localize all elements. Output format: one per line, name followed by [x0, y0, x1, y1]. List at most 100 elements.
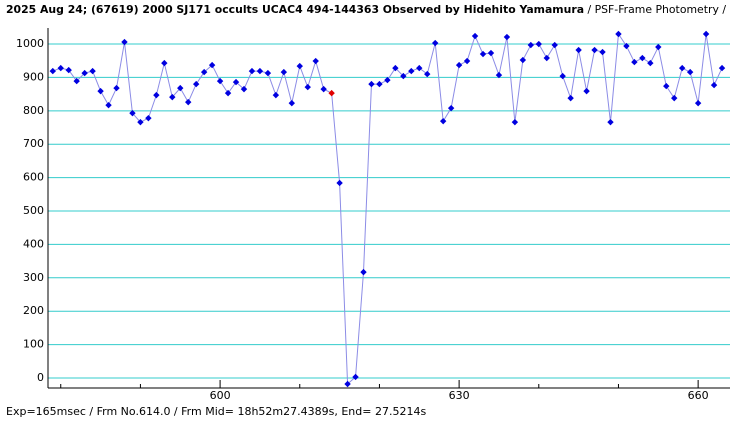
data-point	[344, 380, 351, 388]
data-point	[81, 69, 88, 77]
data-point	[216, 77, 224, 85]
data-point	[224, 89, 232, 97]
data-point	[232, 78, 240, 86]
y-tick-label: 900	[23, 70, 44, 83]
data-point	[424, 70, 431, 78]
data-point	[583, 87, 590, 95]
data-point	[400, 72, 407, 80]
data-point	[384, 76, 391, 84]
data-point	[256, 67, 264, 75]
data-point	[105, 101, 112, 109]
data-point	[368, 80, 375, 88]
data-point	[623, 42, 630, 50]
data-point	[208, 61, 216, 69]
data-point	[57, 64, 64, 72]
data-point	[615, 30, 622, 38]
y-tick-label: 1000	[16, 37, 44, 50]
title-line: 2025 Aug 24; (67619) 2000 SJ171 occults …	[6, 3, 726, 16]
data-point	[455, 61, 463, 69]
data-point	[113, 84, 120, 92]
y-tick-label: 800	[23, 104, 44, 117]
chart-subtitle: / PSF-Frame Photometry /	[587, 3, 726, 16]
data-point	[432, 39, 439, 47]
data-point	[479, 50, 487, 58]
data-point	[559, 72, 566, 80]
data-point	[686, 68, 694, 76]
data-point	[710, 81, 718, 89]
data-point	[543, 54, 550, 62]
data-point	[463, 57, 471, 65]
data-point	[65, 66, 72, 74]
data-point	[304, 83, 311, 91]
data-point	[169, 93, 176, 101]
data-point	[527, 41, 535, 49]
data-point	[49, 67, 56, 75]
data-point	[161, 59, 168, 67]
data-point	[137, 118, 144, 126]
data-point	[200, 68, 208, 76]
data-point	[511, 118, 519, 126]
data-point	[503, 33, 511, 41]
data-point	[97, 87, 104, 95]
data-point	[121, 38, 128, 46]
data-point	[272, 91, 280, 99]
data-point	[192, 80, 200, 88]
data-point	[694, 99, 702, 107]
data-point	[264, 69, 272, 77]
data-point	[89, 67, 96, 75]
data-point	[607, 118, 614, 126]
data-point	[408, 67, 415, 75]
y-tick-label: 200	[23, 304, 44, 317]
data-point	[663, 82, 670, 90]
data-point	[471, 32, 479, 40]
data-point	[145, 114, 152, 122]
y-tick-label: 500	[23, 204, 44, 217]
x-tick-label: 660	[688, 389, 709, 402]
data-point	[376, 80, 383, 88]
data-point	[352, 373, 359, 381]
data-point	[360, 268, 367, 276]
data-point	[631, 58, 638, 66]
data-point	[312, 57, 319, 65]
data-point	[392, 64, 399, 72]
data-point	[288, 99, 295, 107]
data-point	[599, 48, 606, 56]
data-point	[185, 98, 192, 106]
data-point	[320, 85, 327, 93]
x-tick-label: 630	[449, 389, 470, 402]
data-point	[248, 67, 256, 75]
data-point	[73, 77, 80, 85]
data-point	[591, 46, 598, 54]
data-point	[177, 84, 184, 92]
data-point	[495, 71, 503, 79]
data-point	[671, 94, 678, 102]
y-tick-label: 100	[23, 338, 44, 351]
data-point	[328, 89, 335, 97]
data-point	[336, 179, 343, 187]
data-point	[153, 91, 160, 99]
data-point	[296, 62, 303, 70]
data-point	[280, 68, 288, 76]
data-point	[718, 64, 726, 72]
data-point	[639, 54, 646, 62]
y-tick-label: 300	[23, 271, 44, 284]
data-point	[129, 109, 136, 117]
footer: Exp=165msec / Frm No.614.0 / Frm Mid= 18…	[6, 405, 426, 418]
data-point	[416, 64, 423, 72]
chart-title: 2025 Aug 24; (67619) 2000 SJ171 occults …	[6, 3, 584, 16]
data-point	[567, 94, 574, 102]
y-tick-label: 0	[37, 371, 44, 384]
data-point	[519, 56, 527, 64]
data-point	[439, 117, 447, 125]
y-tick-label: 400	[23, 237, 44, 250]
y-tick-label: 700	[23, 137, 44, 150]
data-point	[447, 104, 455, 112]
data-point	[487, 49, 495, 57]
data-point	[702, 30, 710, 38]
x-tick-label: 600	[210, 389, 231, 402]
data-point	[240, 85, 248, 93]
data-point	[647, 59, 654, 67]
data-point	[535, 40, 542, 48]
data-point	[655, 43, 662, 51]
